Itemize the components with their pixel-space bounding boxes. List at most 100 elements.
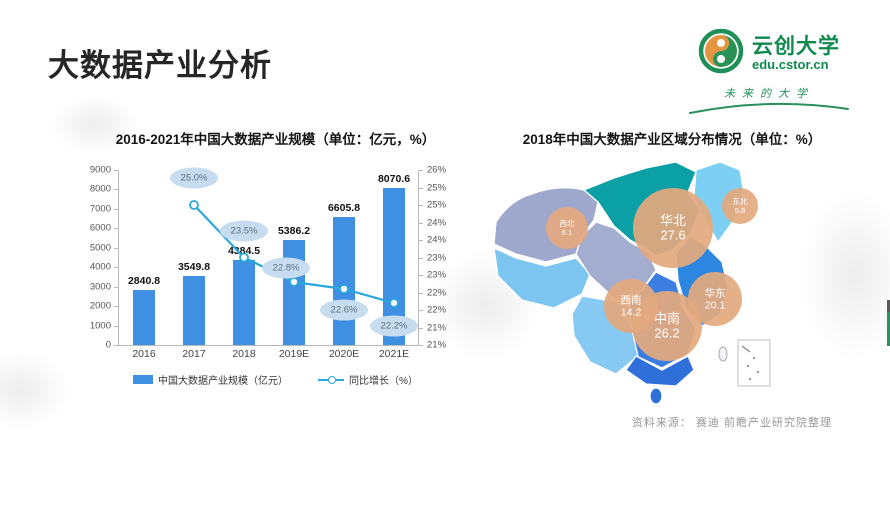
legend-line-label: 同比增长（%） [349, 376, 418, 387]
right-axis-tick: 24% [427, 217, 447, 228]
region-value: 6.1 [562, 228, 572, 237]
growth-line-svg [189, 200, 399, 308]
region-name: 华东 [705, 286, 726, 299]
legend-line-glyph [318, 375, 345, 384]
y-axis-left: 9000 8000 7000 6000 5000 4000 3000 2000 1000 0 [78, 165, 118, 351]
left-axis-tick: 8000 [89, 183, 111, 195]
bar-2018 [233, 259, 255, 345]
bar-chart-title: 2016-2021年中国大数据产业规模（单位：亿元，%） [115, 132, 436, 147]
region-bubble-华北 [633, 188, 713, 268]
growth-label-bubble: 22.2% [370, 315, 418, 337]
left-axis-tickmark [114, 286, 118, 288]
left-axis-tick: 2000 [89, 300, 111, 312]
region-value: 20.1 [705, 299, 726, 311]
right-axis-tickmark [419, 187, 423, 189]
right-axis-tickmark [419, 205, 423, 206]
right-axis-tickmark [419, 327, 423, 329]
x-category-label: 2021E [378, 348, 410, 360]
region-bubble-华东 [688, 272, 742, 326]
y-axis-right: 26% 25% 25% 24% 24% 23% 23% 22% 22% 21% 21% [418, 165, 462, 351]
right-axis-tick: 22% [427, 304, 447, 316]
plot-area: 2840.8 2016 3549.8 2017 4384.5 2018 5386.2 2019… [118, 167, 419, 360]
growth-label-bubble: 25.0% [170, 167, 218, 189]
left-axis-tickmark [114, 247, 118, 249]
bar-chart-panel: 2016-2021年中国大数据产业规模（单位：亿元，%） 9000 8000 700… [78, 128, 473, 387]
right-axis-tick: 24% [427, 234, 447, 246]
growth-line [193, 204, 395, 305]
left-axis-tickmark [114, 267, 118, 269]
left-axis-tickmark [114, 306, 118, 308]
x-category-label: 2019E [278, 348, 310, 360]
bar-2021E [383, 188, 405, 345]
growth-point [189, 200, 199, 210]
region-name: 东北 [733, 196, 748, 206]
right-axis-tickmark [419, 345, 423, 346]
right-axis-tickmark [419, 275, 423, 276]
region-name: 中南 [654, 311, 680, 326]
bar-2016 [133, 289, 155, 345]
region-value: 5.8 [735, 206, 745, 215]
growth-point [339, 284, 349, 294]
region-bubble-西南 [604, 279, 658, 333]
brand-underline-arc [689, 102, 849, 114]
brand-name: 云创大学 [752, 34, 840, 58]
brand-logo: 云创大学 edu.cstor.cn 未来的大学 [674, 28, 864, 115]
right-axis-tick: 26% [427, 164, 447, 176]
left-axis-tickmark [114, 228, 118, 230]
left-axis-tickmark [114, 189, 118, 191]
region-value: 27.6 [660, 228, 685, 243]
region-name: 华北 [660, 213, 686, 228]
source-note: 资料来源： 赛迪 前瞻产业研究院整理 [631, 417, 832, 429]
left-axis-tick: 3000 [89, 281, 111, 293]
right-axis-tick: 21% [427, 322, 447, 333]
right-axis-tickmark [419, 222, 423, 224]
right-axis-tick: 25% [427, 182, 447, 193]
left-axis-tickmark [114, 345, 118, 346]
right-axis-tick: 21% [427, 339, 447, 351]
region-bubble-东北 [722, 188, 758, 224]
right-axis-tickmark [419, 257, 423, 259]
growth-point [389, 298, 399, 308]
region-value: 14.2 [621, 306, 642, 318]
china-map: 华北 27.6 中南 26.2 华东 20.1 西南 14.2 西北 6.1 东北 5.8 [480, 158, 868, 413]
region-value: 26.2 [654, 326, 679, 341]
bar-2017 [183, 275, 205, 345]
brand-tagline: 未来的大学 [724, 88, 814, 100]
right-axis-tickmark [419, 310, 423, 311]
growth-point [239, 252, 249, 263]
legend-item-bars: 中国大数据产业规模（亿元） [133, 372, 288, 387]
growth-label-bubble: 23.5% [220, 220, 268, 241]
x-category-label: 2018 [232, 348, 256, 360]
south-china-sea-inset [737, 339, 771, 387]
bar-value-label: 2840.8 [127, 274, 161, 287]
left-axis-tickmark [114, 208, 118, 210]
left-axis-tick: 0 [105, 339, 111, 351]
x-category-label: 2020E [328, 348, 360, 360]
bar-value-label: 6605.8 [327, 201, 361, 214]
region-bubble-西北 [546, 207, 588, 249]
left-axis-tick: 4000 [89, 261, 111, 273]
right-axis-tick: 23% [427, 269, 447, 281]
growth-label-bubble: 22.8% [262, 257, 310, 279]
growth-label-bubble: 22.6% [320, 299, 368, 321]
bar-chart: 9000 8000 7000 6000 5000 4000 3000 2000 1000 0 28… [78, 165, 473, 361]
left-axis-tick: 6000 [89, 222, 111, 234]
bar-value-label: 5386.2 [277, 225, 311, 238]
legend-line-dot [328, 376, 337, 384]
left-axis-tickmark [114, 170, 118, 171]
map-chart-title: 2018年中国大数据产业区域分布情况（单位：%） [522, 132, 822, 147]
right-axis-tickmark [419, 292, 423, 294]
left-axis-tick: 7000 [89, 203, 111, 215]
x-category-label: 2016 [132, 348, 156, 360]
brand-domain: edu.cstor.cn [752, 56, 829, 72]
chart-legend: 中国大数据产业规模（亿元） 同比增长（%） [78, 372, 473, 387]
left-axis-tickmark [114, 325, 118, 327]
brand-swirl-icon [698, 28, 744, 79]
legend-bar-label: 中国大数据产业规模（亿元） [158, 376, 289, 387]
region-name: 西南 [621, 293, 642, 306]
right-axis-tickmark [419, 240, 423, 241]
growth-point [289, 277, 299, 287]
page-title: 大数据产业分析 [48, 48, 272, 83]
